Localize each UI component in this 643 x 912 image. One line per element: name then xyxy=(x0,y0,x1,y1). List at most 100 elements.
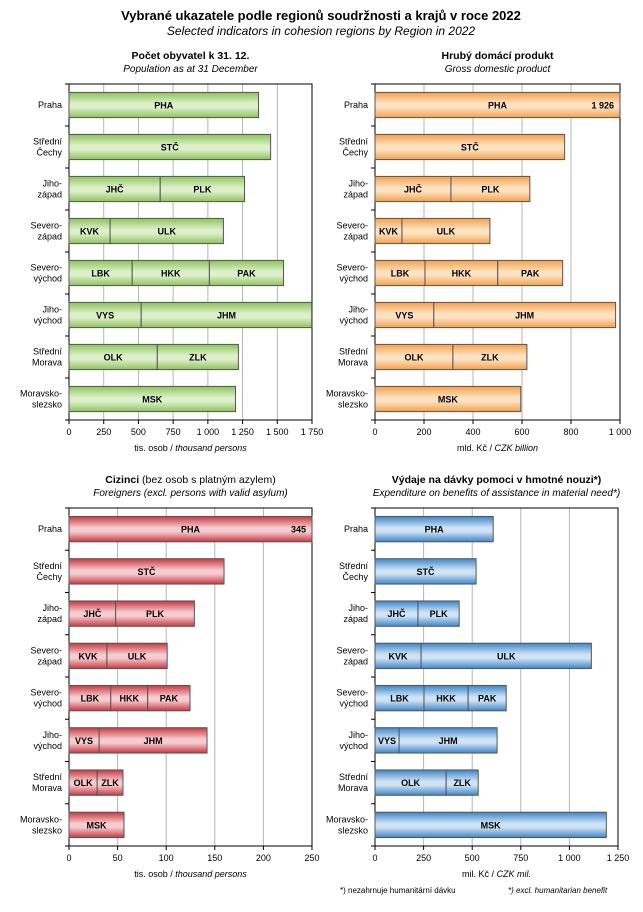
chart-subtitle: Foreigners (excl. persons with valid asy… xyxy=(93,488,288,499)
bar-segment-stč xyxy=(68,558,225,585)
value-label: 1 926 xyxy=(591,101,614,111)
x-axis-label: mld. Kč / CZK billion xyxy=(457,443,538,453)
category-label: Moravsko-slezsko xyxy=(20,814,62,835)
segment-label: STČ xyxy=(417,566,436,577)
segment-label: KVK xyxy=(80,227,100,237)
x-tick-label: 800 xyxy=(563,427,578,437)
segment-label: LBK xyxy=(391,269,410,279)
bar-segment-stč xyxy=(374,133,566,161)
figure-title: Vybrané ukazatele podle regionů soudržno… xyxy=(121,8,521,23)
category-label: Jiho-západ xyxy=(343,179,368,200)
x-tick-label: 1 750 xyxy=(301,427,324,437)
segment-label: JHČ xyxy=(106,184,125,195)
x-tick-label: 250 xyxy=(304,853,319,863)
segment-label: ZLK xyxy=(101,778,119,788)
segment-label: JHČ xyxy=(404,184,423,195)
bar-segment-lbk xyxy=(374,259,426,287)
bar-segment-pak xyxy=(208,259,285,287)
x-tick-label: 1 000 xyxy=(609,427,632,437)
chart-title: Cizinci (bez osob s platným azylem) xyxy=(105,474,275,486)
bar-segment-ulk xyxy=(106,642,168,670)
segment-label: JHČ xyxy=(83,608,102,619)
bar-segment-hkk xyxy=(110,684,149,712)
bar-segment-hkk xyxy=(423,684,469,712)
bar-segment-jhč xyxy=(68,175,161,203)
bar-segment-pak xyxy=(497,259,564,287)
segment-label: OLK xyxy=(74,778,93,788)
chart-subtitle: Expenditure on benefits of assistance in… xyxy=(373,488,620,499)
segment-label: VYS xyxy=(96,311,114,321)
footnote-cz: *) nezahrnuje humanitární dávku xyxy=(340,886,456,895)
x-tick-label: 1 250 xyxy=(231,427,254,437)
chart-title: Výdaje na dávky pomoci v hmotné nouzi*) xyxy=(392,474,601,486)
bar-segment-pak xyxy=(147,684,191,712)
bar-segment-hkk xyxy=(424,259,499,287)
x-tick-label: 200 xyxy=(416,427,431,437)
segment-label: PHA xyxy=(181,525,201,535)
segment-label: ULK xyxy=(158,227,177,237)
bar-segment-hkk xyxy=(131,259,210,287)
figure-subtitle: Selected indicators in cohesion regions … xyxy=(167,24,476,38)
segment-label: HKK xyxy=(161,269,181,279)
segment-label: STČ xyxy=(461,142,480,153)
bar-segment-ulk xyxy=(109,217,224,245)
bar-segment-plk xyxy=(159,175,246,203)
bar-segment-msk xyxy=(68,385,236,413)
category-label: Severo-východ xyxy=(30,688,62,709)
category-label: Jiho-západ xyxy=(343,603,368,624)
x-tick-label: 500 xyxy=(465,853,480,863)
segment-label: PAK xyxy=(237,269,256,279)
bar-segment-lbk xyxy=(68,259,133,287)
category-label: Střední Čechy xyxy=(33,137,63,158)
x-tick-label: 750 xyxy=(513,853,528,863)
segment-label: PAK xyxy=(160,694,179,704)
bar-segment-vys xyxy=(374,301,435,329)
bar-segment-stč xyxy=(374,558,477,585)
bar-segment-plk xyxy=(450,175,531,203)
segment-label: ULK xyxy=(497,651,516,661)
chart-panel-1: Počet obyvatel k 31. 12. Population as at… xyxy=(20,50,323,453)
segment-label: VYS xyxy=(378,736,396,746)
bar-segment-plk xyxy=(417,600,460,627)
x-axis-label: tis. osob / thousand persons xyxy=(134,869,247,879)
segment-label: PHA xyxy=(154,101,174,111)
segment-label: JHM xyxy=(144,736,163,746)
category-label: Praha xyxy=(344,100,368,110)
category-label: Praha xyxy=(344,524,368,534)
x-tick-label: 200 xyxy=(256,853,271,863)
segment-label: HKK xyxy=(120,694,140,704)
x-tick-label: 600 xyxy=(514,427,529,437)
segment-label: MSK xyxy=(87,820,108,830)
bar-segment-kvk xyxy=(374,642,422,670)
segment-label: HKK xyxy=(436,694,456,704)
x-axis-label: mil. Kč / CZK mil. xyxy=(462,869,531,879)
category-label: Severo-západ xyxy=(30,221,62,242)
category-label: Jiho-východ xyxy=(339,305,368,326)
category-label: Severo-východ xyxy=(336,263,368,284)
segment-label: OLK xyxy=(401,778,420,788)
x-tick-label: 1 000 xyxy=(558,853,581,863)
category-label: Střední Morava xyxy=(32,772,63,793)
segment-label: KVK xyxy=(379,227,399,237)
bar-segment-zlk xyxy=(96,769,124,796)
category-label: Praha xyxy=(38,524,62,534)
segment-label: ULK xyxy=(128,651,147,661)
category-label: Severo-západ xyxy=(336,645,368,666)
footnote-en: *) excl. humanitarian benefit xyxy=(508,886,608,895)
segment-label: STČ xyxy=(138,566,157,577)
segment-label: VYS xyxy=(395,311,413,321)
bar-segment-olk xyxy=(68,343,158,371)
category-label: Jiho-východ xyxy=(339,730,368,751)
chart-subtitle: Gross domestic product xyxy=(445,64,552,75)
bar-segment-kvk xyxy=(68,642,108,670)
bar-segment-plk xyxy=(115,600,195,627)
bar-segment-pha xyxy=(374,91,621,119)
bar-segment-pha xyxy=(374,515,494,543)
category-label: Severo-západ xyxy=(336,221,368,242)
segment-label: LBK xyxy=(81,694,100,704)
x-tick-label: 250 xyxy=(416,853,431,863)
bar-segment-kvk xyxy=(374,217,403,245)
bar-segment-zlk xyxy=(445,769,479,796)
category-label: Jiho-západ xyxy=(37,179,62,200)
